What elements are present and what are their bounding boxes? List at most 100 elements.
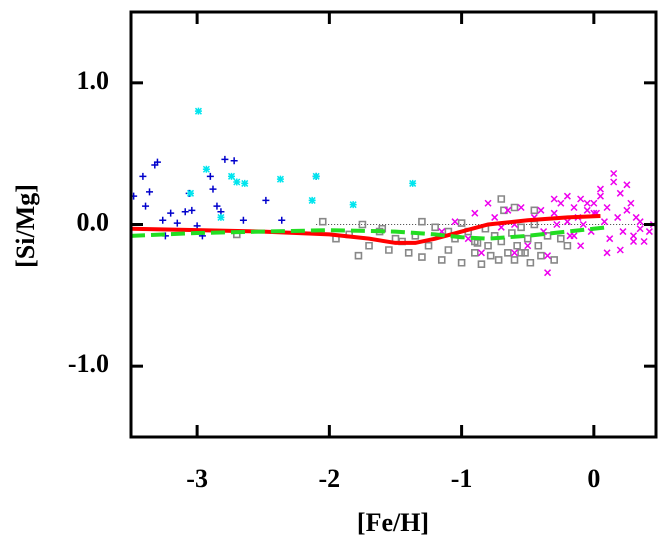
- data-point: [550, 256, 558, 264]
- data-point: [365, 241, 373, 250]
- data-point: [153, 158, 161, 166]
- data-point: [167, 209, 175, 217]
- data-point: [318, 217, 327, 226]
- data-point: [570, 232, 578, 240]
- data-point: [616, 246, 624, 254]
- data-point: [517, 223, 525, 232]
- data-point: [510, 249, 519, 257]
- data-point: [510, 256, 519, 264]
- data-point: [614, 213, 622, 221]
- y-axis-label: [Si/Mg]: [11, 184, 40, 268]
- data-point: [213, 202, 221, 210]
- data-point: [610, 178, 618, 186]
- data-point: [173, 219, 181, 227]
- data-point: [579, 220, 587, 229]
- data-point: [530, 206, 539, 215]
- data-point: [504, 249, 512, 257]
- data-point: [583, 206, 591, 214]
- data-point: [444, 246, 453, 254]
- data-point: [523, 234, 532, 243]
- data-point: [513, 241, 521, 250]
- data-point: [312, 172, 320, 180]
- x-tick-label: -3: [186, 464, 208, 493]
- data-point: [146, 188, 154, 196]
- data-point: [404, 249, 413, 257]
- data-point: [477, 249, 485, 257]
- data-point: [521, 249, 529, 257]
- data-point: [437, 256, 446, 264]
- data-point: [431, 223, 439, 232]
- data-point: [139, 172, 147, 180]
- data-point: [227, 172, 236, 180]
- data-point: [230, 157, 238, 165]
- data-point: [645, 228, 653, 236]
- data-point: [262, 196, 270, 204]
- data-point: [556, 234, 565, 243]
- data-point: [159, 216, 167, 224]
- y-tick-label: 0.0: [77, 207, 110, 236]
- data-point: [497, 195, 506, 203]
- data-point: [358, 220, 367, 229]
- data-point: [623, 206, 631, 214]
- data-point: [636, 225, 644, 233]
- data-point: [596, 185, 604, 193]
- data-point: [583, 199, 591, 207]
- x-tick-label: 0: [587, 464, 600, 493]
- data-point: [563, 218, 571, 226]
- data-point: [537, 206, 545, 214]
- data-point: [543, 232, 552, 240]
- data-point: [349, 201, 357, 209]
- data-point: [206, 172, 214, 180]
- data-point: [517, 249, 525, 257]
- data-point: [239, 216, 247, 224]
- data-point: [186, 189, 195, 197]
- data-point: [510, 203, 519, 212]
- data-point: [497, 223, 505, 231]
- data-point: [553, 220, 561, 229]
- data-point: [534, 241, 543, 250]
- data-point: [424, 241, 433, 250]
- data-point: [464, 235, 472, 243]
- data-point: [484, 241, 492, 250]
- data-point: [563, 241, 572, 250]
- data-point: [385, 246, 393, 254]
- data-point: [603, 203, 611, 212]
- data-point: [563, 192, 571, 200]
- data-point: [629, 237, 638, 246]
- data-point: [491, 213, 499, 221]
- data-point: [640, 237, 648, 246]
- data-point: [241, 179, 249, 187]
- data-point: [233, 178, 241, 186]
- data-point: [278, 216, 286, 224]
- data-point: [494, 256, 503, 264]
- data-point: [629, 232, 638, 240]
- y-tick-label: -1.0: [68, 349, 109, 378]
- data-point: [354, 251, 363, 260]
- data-point: [603, 249, 611, 257]
- data-point: [517, 203, 525, 212]
- x-axis-label: [Fe/H]: [357, 508, 429, 537]
- data-point: [544, 269, 552, 277]
- data-point: [606, 235, 614, 243]
- data-point: [484, 199, 492, 207]
- data-point: [194, 107, 202, 115]
- data-point: [457, 219, 466, 227]
- data-point: [409, 179, 417, 187]
- data-point: [181, 208, 189, 216]
- data-point: [188, 206, 196, 214]
- data-point: [217, 213, 225, 221]
- data-point: [418, 253, 426, 261]
- data-point: [537, 251, 545, 260]
- data-point: [471, 249, 479, 257]
- data-point: [577, 195, 585, 203]
- data-point: [600, 218, 608, 226]
- data-point: [610, 169, 618, 178]
- data-point: [544, 252, 552, 260]
- data-point: [418, 217, 426, 226]
- data-point: [616, 189, 624, 197]
- data-point: [486, 251, 495, 260]
- data-point: [477, 260, 486, 268]
- y-tick-label: 1.0: [77, 66, 110, 95]
